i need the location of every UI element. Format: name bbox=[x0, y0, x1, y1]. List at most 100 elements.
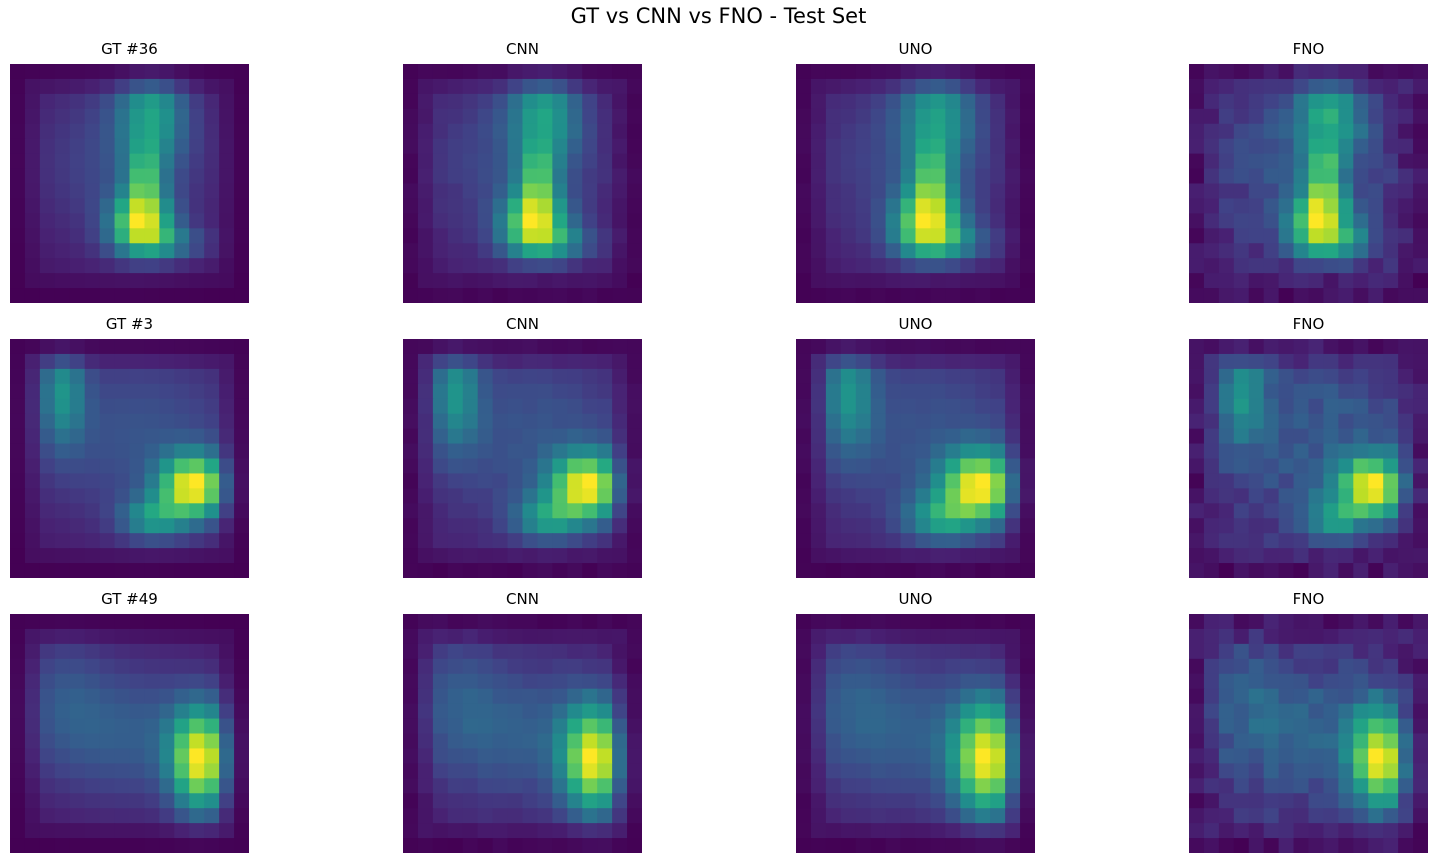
heatmap-cell bbox=[1203, 488, 1220, 504]
heatmap-cell bbox=[403, 443, 419, 460]
heatmap-cell bbox=[537, 533, 553, 549]
heatmap-cell bbox=[447, 643, 464, 660]
heatmap-cell bbox=[69, 658, 86, 675]
heatmap-cell bbox=[1323, 808, 1339, 824]
heatmap-cell bbox=[1308, 823, 1325, 839]
heatmap-cell bbox=[915, 518, 932, 534]
heatmap-cell bbox=[219, 443, 235, 460]
heatmap-cell bbox=[900, 673, 917, 690]
heatmap-cell bbox=[990, 718, 1006, 735]
heatmap-cell bbox=[796, 339, 812, 355]
heatmap-cell bbox=[1020, 658, 1035, 675]
heatmap-cell bbox=[1203, 823, 1220, 839]
heatmap-cell bbox=[567, 198, 583, 214]
heatmap-cell bbox=[1218, 533, 1235, 549]
heatmap-cell bbox=[1233, 228, 1250, 244]
heatmap-cell bbox=[582, 183, 598, 200]
heatmap-cell bbox=[1413, 443, 1428, 460]
heatmap-cell bbox=[1263, 213, 1280, 229]
heatmap-cell bbox=[537, 838, 553, 853]
heatmap-cell bbox=[960, 78, 976, 95]
heatmap-cell bbox=[432, 628, 449, 645]
heatmap-cell bbox=[855, 658, 872, 675]
heatmap-cell bbox=[129, 808, 146, 824]
heatmap-cell bbox=[1293, 614, 1310, 630]
heatmap-cell bbox=[1368, 78, 1384, 95]
heatmap-cell bbox=[627, 108, 642, 125]
heatmap-cell bbox=[234, 628, 249, 645]
heatmap-cell bbox=[627, 368, 642, 385]
heatmap-cell bbox=[1020, 168, 1035, 185]
heatmap-cell bbox=[537, 138, 553, 155]
heatmap-cell bbox=[477, 78, 494, 95]
heatmap-cell bbox=[1278, 628, 1295, 645]
heatmap-cell bbox=[1189, 733, 1205, 750]
heatmap-cell bbox=[597, 93, 613, 110]
heatmap-cell bbox=[403, 808, 419, 824]
heatmap-cell bbox=[796, 138, 812, 155]
heatmap-cell bbox=[24, 614, 41, 630]
heatmap-cell bbox=[900, 258, 917, 274]
heatmap-cell bbox=[219, 548, 235, 564]
heatmap-cell bbox=[582, 688, 598, 705]
heatmap-cell bbox=[99, 658, 116, 675]
heatmap-cell bbox=[522, 213, 539, 229]
heatmap-cell bbox=[1218, 718, 1235, 735]
heatmap-cell bbox=[159, 273, 175, 289]
heatmap-cell bbox=[114, 488, 131, 504]
heatmap-cell bbox=[492, 273, 509, 289]
heatmap-cell bbox=[114, 823, 131, 839]
heatmap-cell bbox=[204, 718, 220, 735]
heatmap-cell bbox=[855, 563, 872, 578]
heatmap-cell bbox=[189, 153, 205, 170]
heatmap-cell bbox=[900, 228, 917, 244]
heatmap-cell bbox=[1308, 243, 1325, 259]
heatmap-cell bbox=[597, 488, 613, 504]
heatmap-cell bbox=[1338, 78, 1354, 95]
heatmap-cell bbox=[1248, 339, 1265, 355]
heatmap-cell bbox=[432, 368, 449, 385]
heatmap-cell bbox=[810, 153, 827, 170]
heatmap-cell bbox=[189, 64, 205, 80]
heatmap-cell bbox=[1413, 428, 1428, 445]
heatmap-cell bbox=[930, 548, 946, 564]
heatmap-cell bbox=[990, 258, 1006, 274]
heatmap-cell bbox=[612, 688, 628, 705]
heatmap-cell bbox=[10, 138, 26, 155]
heatmap-cell bbox=[432, 503, 449, 519]
heatmap-cell bbox=[1368, 228, 1384, 244]
heatmap-cell bbox=[447, 778, 464, 794]
heatmap-cell bbox=[597, 78, 613, 95]
heatmap-cell bbox=[1308, 748, 1325, 764]
heatmap-cell bbox=[915, 228, 932, 244]
heatmap-cell bbox=[930, 688, 946, 705]
heatmap-cell bbox=[900, 533, 917, 549]
heatmap-cell bbox=[597, 398, 613, 415]
heatmap-cell bbox=[855, 339, 872, 355]
heatmap-cell bbox=[432, 688, 449, 705]
heatmap-cell bbox=[1308, 168, 1325, 185]
heatmap-cell bbox=[1368, 793, 1384, 809]
heatmap-cell bbox=[900, 718, 917, 735]
heatmap-cell bbox=[417, 614, 434, 630]
heatmap-cell bbox=[975, 168, 991, 185]
heatmap-cell bbox=[129, 688, 146, 705]
heatmap-cell bbox=[810, 488, 827, 504]
heatmap-cell bbox=[1398, 353, 1414, 370]
heatmap-cell bbox=[930, 673, 946, 690]
heatmap-cell bbox=[462, 273, 479, 289]
heatmap-cell bbox=[612, 718, 628, 735]
heatmap-cell bbox=[1338, 368, 1354, 385]
heatmap-cell bbox=[552, 153, 568, 170]
heatmap-cell bbox=[1308, 428, 1325, 445]
heatmap-cell bbox=[627, 123, 642, 140]
heatmap-cell bbox=[144, 733, 160, 750]
heatmap-cell bbox=[1218, 488, 1235, 504]
heatmap-cell bbox=[114, 108, 131, 125]
heatmap-cell bbox=[1218, 243, 1235, 259]
heatmap-cell bbox=[915, 718, 932, 735]
heatmap-cell bbox=[1233, 473, 1250, 489]
heatmap-cell bbox=[447, 78, 464, 95]
heatmap-cell bbox=[915, 123, 932, 140]
heatmap-cell bbox=[930, 443, 946, 460]
